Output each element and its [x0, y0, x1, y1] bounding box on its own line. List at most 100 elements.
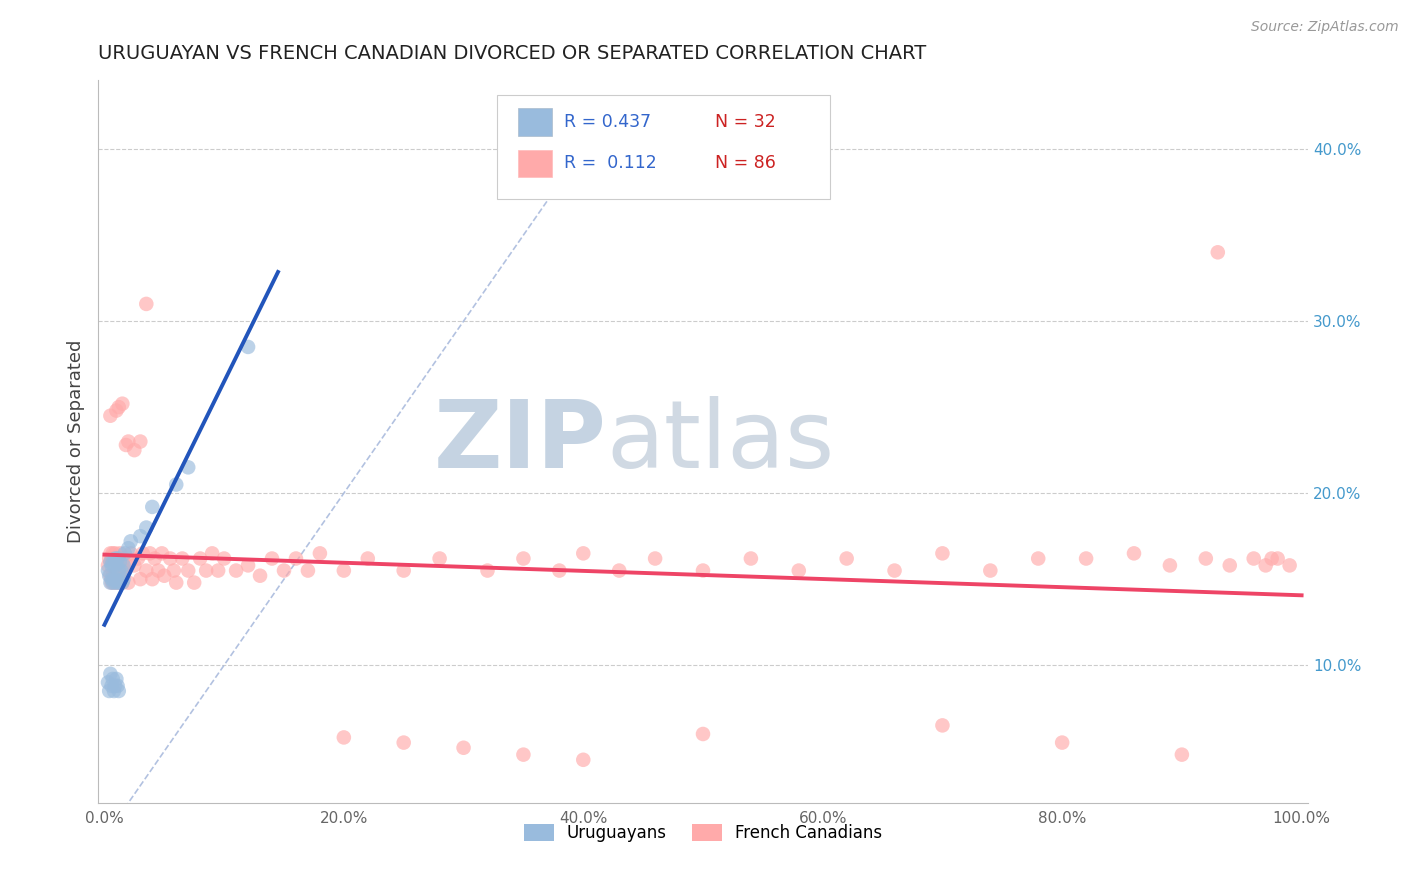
French Canadians: [107, 551, 129, 566]
Uruguayans: [129, 529, 152, 543]
Uruguayans: [97, 675, 120, 690]
Uruguayans: [97, 564, 120, 578]
Uruguayans: [98, 684, 121, 698]
Uruguayans: [120, 534, 142, 549]
French Canadians: [1050, 735, 1073, 749]
French Canadians: [148, 564, 170, 578]
Uruguayans: [108, 575, 131, 590]
French Canadians: [124, 443, 146, 458]
French Canadians: [188, 551, 211, 566]
French Canadians: [512, 551, 534, 566]
Uruguayans: [105, 558, 128, 573]
French Canadians: [1278, 558, 1301, 573]
French Canadians: [105, 403, 128, 417]
French Canadians: [103, 575, 125, 590]
French Canadians: [111, 397, 134, 411]
French Canadians: [117, 434, 139, 449]
Uruguayans: [107, 679, 129, 693]
French Canadians: [512, 747, 534, 762]
French Canadians: [207, 564, 229, 578]
French Canadians: [477, 564, 499, 578]
Text: R = 0.437: R = 0.437: [564, 113, 651, 131]
French Canadians: [392, 735, 415, 749]
French Canadians: [333, 731, 356, 745]
French Canadians: [115, 558, 138, 573]
French Canadians: [201, 546, 224, 560]
Uruguayans: [141, 500, 163, 514]
French Canadians: [100, 409, 122, 423]
French Canadians: [159, 551, 181, 566]
Uruguayans: [236, 340, 259, 354]
Uruguayans: [101, 575, 124, 590]
French Canadians: [104, 568, 127, 582]
Uruguayans: [103, 558, 125, 573]
Uruguayans: [101, 555, 124, 569]
Text: N = 86: N = 86: [716, 154, 776, 172]
Uruguayans: [100, 558, 122, 573]
French Canadians: [135, 297, 157, 311]
French Canadians: [153, 568, 176, 582]
French Canadians: [572, 546, 595, 560]
French Canadians: [114, 564, 136, 578]
Text: Source: ZipAtlas.com: Source: ZipAtlas.com: [1251, 20, 1399, 34]
French Canadians: [273, 564, 295, 578]
French Canadians: [115, 438, 138, 452]
Uruguayans: [107, 684, 129, 698]
Uruguayans: [105, 572, 128, 586]
Uruguayans: [105, 672, 128, 686]
French Canadians: [143, 551, 166, 566]
Uruguayans: [100, 575, 122, 590]
Uruguayans: [111, 575, 134, 590]
French Canadians: [177, 564, 200, 578]
Uruguayans: [112, 558, 135, 573]
French Canadians: [117, 575, 139, 590]
French Canadians: [979, 564, 1001, 578]
French Canadians: [1254, 558, 1277, 573]
FancyBboxPatch shape: [498, 95, 830, 200]
French Canadians: [101, 546, 124, 560]
French Canadians: [107, 400, 129, 414]
French Canadians: [607, 564, 630, 578]
French Canadians: [644, 551, 666, 566]
French Canadians: [392, 564, 415, 578]
French Canadians: [931, 546, 953, 560]
French Canadians: [135, 564, 157, 578]
Uruguayans: [100, 555, 122, 569]
French Canadians: [1123, 546, 1146, 560]
Text: URUGUAYAN VS FRENCH CANADIAN DIVORCED OR SEPARATED CORRELATION CHART: URUGUAYAN VS FRENCH CANADIAN DIVORCED OR…: [98, 45, 927, 63]
Uruguayans: [104, 679, 127, 693]
Uruguayans: [117, 541, 139, 556]
French Canadians: [357, 551, 380, 566]
French Canadians: [150, 546, 173, 560]
Uruguayans: [177, 460, 200, 475]
French Canadians: [236, 558, 259, 573]
Text: ZIP: ZIP: [433, 395, 606, 488]
French Canadians: [212, 551, 235, 566]
French Canadians: [100, 551, 122, 566]
French Canadians: [139, 546, 162, 560]
French Canadians: [120, 546, 142, 560]
French Canadians: [105, 551, 128, 566]
French Canadians: [1267, 551, 1289, 566]
French Canadians: [105, 575, 128, 590]
Bar: [517, 109, 553, 136]
French Canadians: [1195, 551, 1218, 566]
French Canadians: [127, 551, 149, 566]
Legend: Uruguayans, French Canadians: Uruguayans, French Canadians: [517, 817, 889, 848]
French Canadians: [108, 546, 131, 560]
French Canadians: [183, 575, 205, 590]
French Canadians: [297, 564, 319, 578]
French Canadians: [883, 564, 905, 578]
French Canadians: [1206, 245, 1229, 260]
French Canadians: [111, 575, 134, 590]
French Canadians: [100, 575, 122, 590]
French Canadians: [141, 572, 163, 586]
French Canadians: [249, 568, 271, 582]
French Canadians: [548, 564, 571, 578]
Uruguayans: [103, 572, 125, 586]
French Canadians: [453, 740, 475, 755]
French Canadians: [1243, 551, 1265, 566]
Uruguayans: [107, 575, 129, 590]
French Canadians: [129, 572, 152, 586]
Uruguayans: [110, 564, 132, 578]
